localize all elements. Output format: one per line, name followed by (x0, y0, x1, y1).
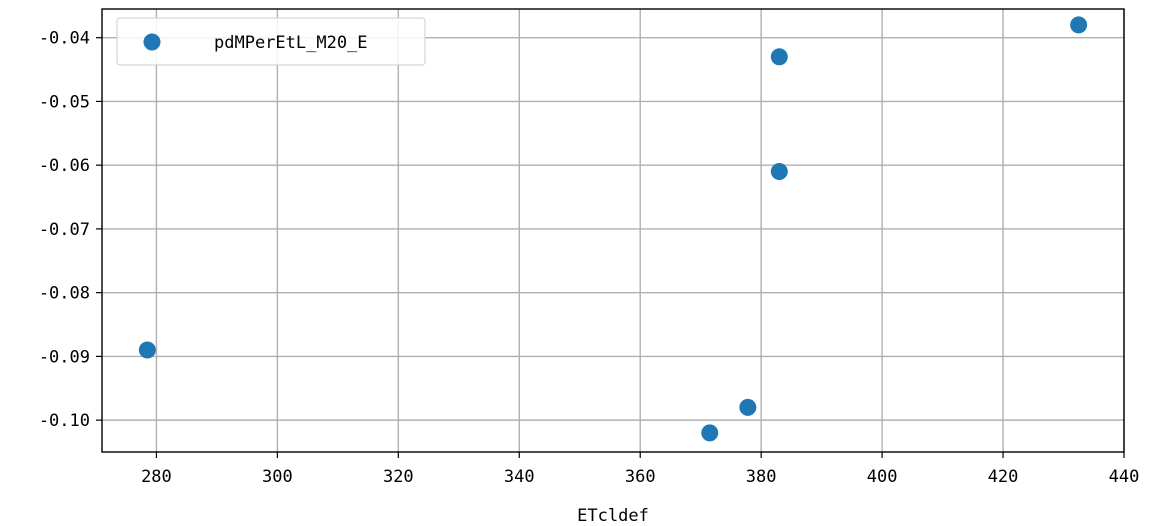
data-point (770, 163, 788, 181)
data-points (138, 16, 1088, 442)
legend-label: pdMPerEtL_M20_E (214, 33, 368, 53)
y-tick-label: -0.07 (39, 220, 90, 240)
data-point (770, 48, 788, 66)
grid (102, 9, 1125, 452)
y-tick-label: -0.04 (39, 29, 90, 49)
x-tick-label: 440 (1109, 467, 1140, 487)
data-point (138, 341, 156, 359)
x-tick-label: 360 (625, 467, 656, 487)
x-tick-label: 300 (262, 467, 293, 487)
x-tick-label: 380 (746, 467, 777, 487)
x-tick-label: 420 (988, 467, 1019, 487)
y-tick-label: -0.08 (39, 284, 90, 304)
legend-marker (143, 33, 161, 51)
data-point (739, 398, 757, 416)
plot-frame (101, 8, 1125, 453)
y-tick-label: -0.05 (39, 92, 90, 112)
x-axis-label: ETcldef (577, 506, 649, 526)
legend-box (116, 17, 426, 66)
data-point (1070, 16, 1088, 34)
axis-ticks: 280 300 320 340 360 380 400 420 440 -0.10 -0.09 -0.… (39, 29, 1140, 487)
x-tick-label: 320 (383, 467, 414, 487)
x-tick-label: 400 (867, 467, 898, 487)
y-tick-label: -0.09 (39, 347, 90, 367)
x-tick-label: 280 (141, 467, 172, 487)
y-tick-label: -0.10 (39, 411, 90, 431)
data-point (701, 424, 719, 442)
legend: pdMPerEtL_M20_E (116, 17, 426, 66)
x-tick-label: 340 (504, 467, 535, 487)
y-tick-label: -0.06 (39, 156, 90, 176)
